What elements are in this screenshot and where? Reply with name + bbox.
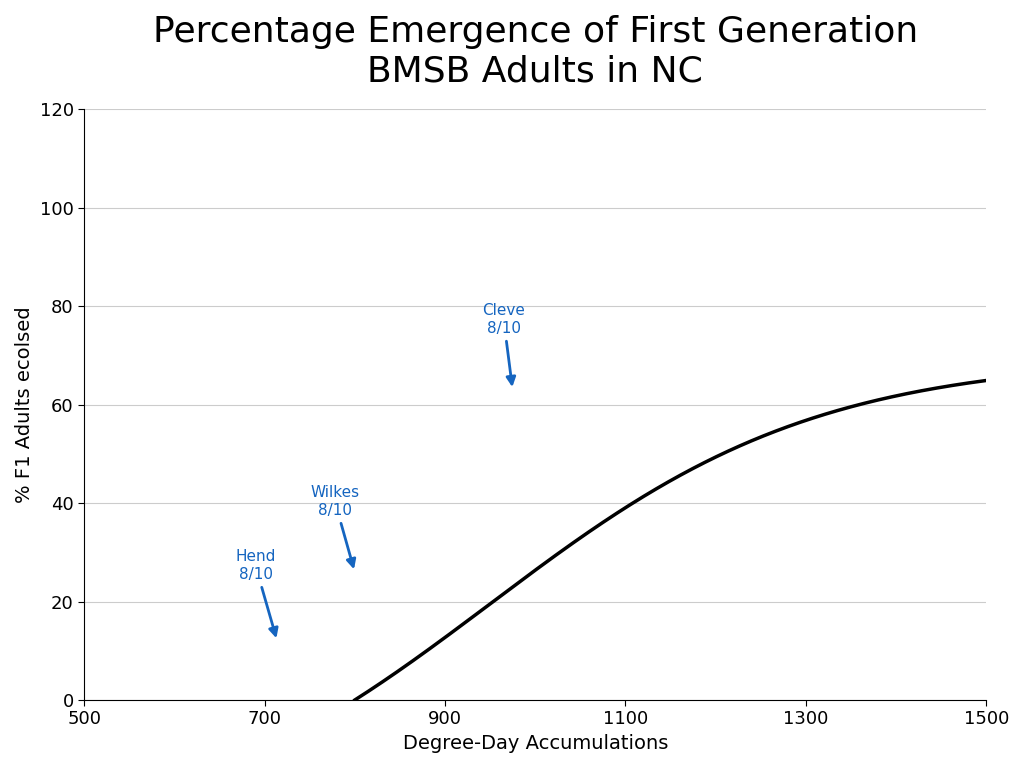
X-axis label: Degree-Day Accumulations: Degree-Day Accumulations [402, 734, 668, 753]
Y-axis label: % F1 Adults ecolsed: % F1 Adults ecolsed [15, 306, 34, 503]
Text: Hend
8/10: Hend 8/10 [236, 549, 278, 635]
Text: Cleve
8/10: Cleve 8/10 [482, 303, 525, 384]
Text: Wilkes
8/10: Wilkes 8/10 [310, 485, 359, 566]
Title: Percentage Emergence of First Generation
BMSB Adults in NC: Percentage Emergence of First Generation… [153, 15, 918, 88]
